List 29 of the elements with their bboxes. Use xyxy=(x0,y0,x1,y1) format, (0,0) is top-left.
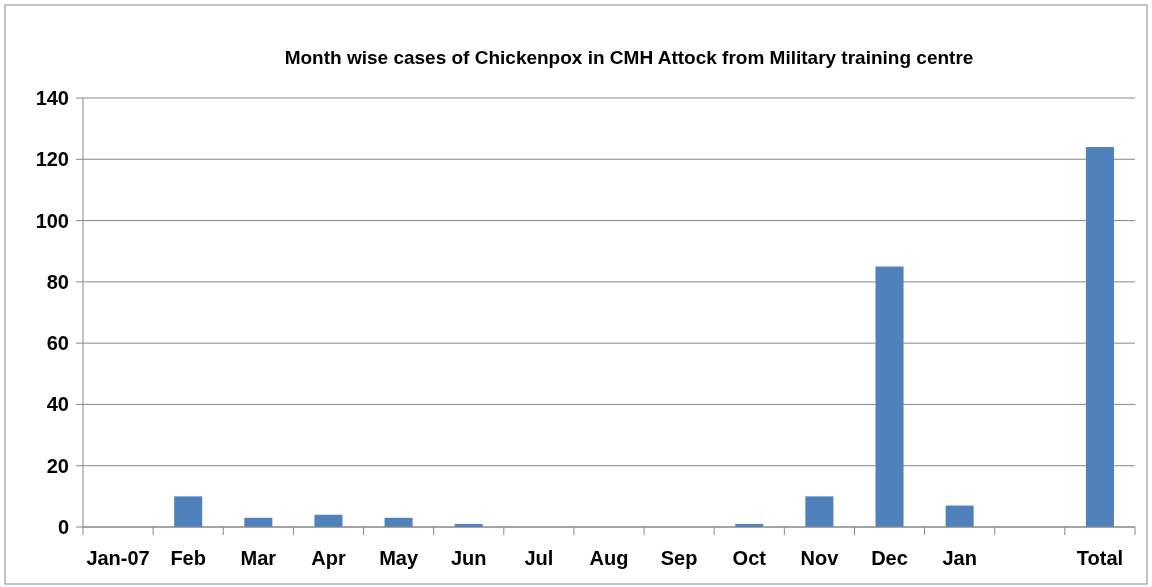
x-tick-label: Oct xyxy=(732,547,767,569)
x-tick-label: May xyxy=(379,547,419,569)
y-tick-label: 60 xyxy=(46,332,69,355)
chart-title: Month wise cases of Chickenpox in CMH Attock from Military training centre xyxy=(284,47,974,68)
y-tick-label: 40 xyxy=(46,393,69,416)
bar xyxy=(945,505,974,527)
y-tick-label: 20 xyxy=(46,454,69,477)
x-tick-label: Jan xyxy=(942,547,977,569)
x-tick-label: Dec xyxy=(871,547,908,569)
x-tick-label: Aug xyxy=(589,547,629,569)
y-tick-label: 0 xyxy=(57,516,69,538)
bar xyxy=(174,496,203,527)
bar xyxy=(314,514,343,527)
x-tick-label: Total xyxy=(1076,547,1124,569)
x-tick-label: Apr xyxy=(311,547,346,569)
x-tick-label: Mar xyxy=(240,547,277,569)
y-tick-label: 80 xyxy=(46,270,69,293)
x-tick-label: Feb xyxy=(170,547,206,569)
x-tick-label: Nov xyxy=(800,547,840,569)
y-tick-label: 120 xyxy=(35,148,69,171)
y-tick-label: 100 xyxy=(35,209,69,232)
x-tick-label: Jan-07 xyxy=(86,547,150,569)
y-tick-label: 140 xyxy=(35,87,69,109)
x-tick-label: Jul xyxy=(524,547,554,569)
x-tick-label: Sep xyxy=(660,547,698,569)
bar xyxy=(875,266,904,527)
bar xyxy=(805,496,834,527)
x-tick-label: Jun xyxy=(450,547,487,569)
bar xyxy=(1085,147,1114,527)
